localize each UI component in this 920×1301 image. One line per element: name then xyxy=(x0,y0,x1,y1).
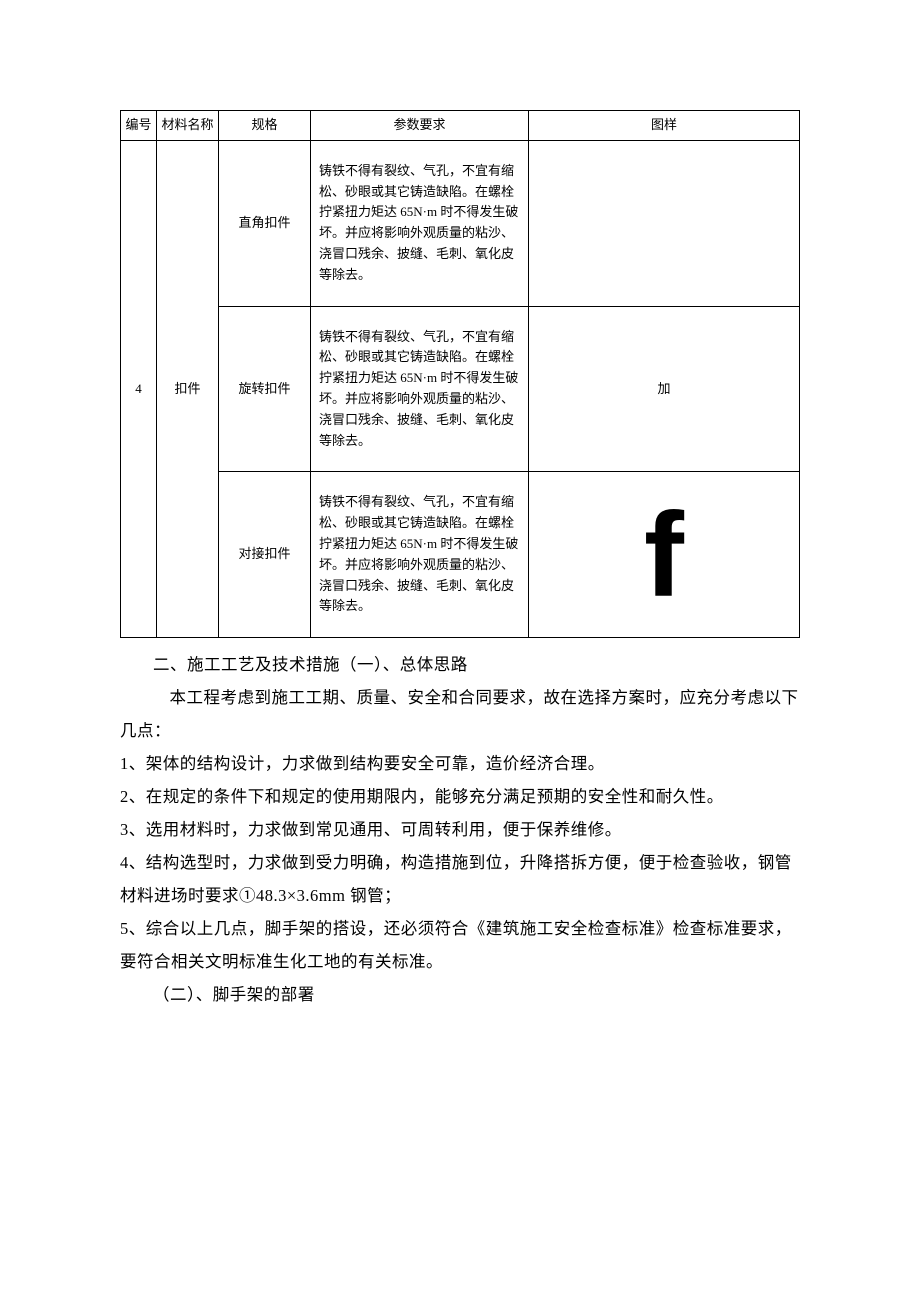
cell-image-2: 加 xyxy=(529,306,800,472)
table-row: 对接扣件 铸铁不得有裂纹、气孔，不宜有缩松、砂眼或其它铸造缺陷。在螺栓拧紧扭力矩… xyxy=(121,472,800,638)
paragraph-item-1: 1、架体的结构设计，力求做到结构要安全可靠，造价经济合理。 xyxy=(120,747,800,780)
body-text: 二、施工工艺及技术措施（一）、总体思路 本工程考虑到施工工期、质量、安全和合同要… xyxy=(120,648,800,1011)
paragraph-item-3: 3、选用材料时，力求做到常见通用、可周转利用，便于保养维修。 xyxy=(120,813,800,846)
header-spec: 规格 xyxy=(219,111,311,141)
document-page: 编号 材料名称 规格 参数要求 图样 4 扣件 直角扣件 铸铁不得有裂纹、气孔，… xyxy=(0,0,920,1071)
cell-image-3: f xyxy=(529,472,800,638)
header-image: 图样 xyxy=(529,111,800,141)
cell-name: 扣件 xyxy=(157,140,219,637)
materials-table: 编号 材料名称 规格 参数要求 图样 4 扣件 直角扣件 铸铁不得有裂纹、气孔，… xyxy=(120,110,800,638)
cell-param-3: 铸铁不得有裂纹、气孔，不宜有缩松、砂眼或其它铸造缺陷。在螺栓拧紧扭力矩达 65N… xyxy=(311,472,529,638)
paragraph-item-5: 5、综合以上几点，脚手架的搭设，还必须符合《建筑施工安全检查标准》检查标准要求，… xyxy=(120,912,800,978)
header-num: 编号 xyxy=(121,111,157,141)
paragraph-item-2: 2、在规定的条件下和规定的使用期限内，能够充分满足预期的安全性和耐久性。 xyxy=(120,780,800,813)
glyph-f: f xyxy=(644,488,684,622)
cell-spec-1: 直角扣件 xyxy=(219,140,311,306)
paragraph-heading-2b: （二）、脚手架的部署 xyxy=(120,978,800,1011)
table-row: 4 扣件 直角扣件 铸铁不得有裂纹、气孔，不宜有缩松、砂眼或其它铸造缺陷。在螺栓… xyxy=(121,140,800,306)
cell-param-2: 铸铁不得有裂纹、气孔，不宜有缩松、砂眼或其它铸造缺陷。在螺栓拧紧扭力矩达 65N… xyxy=(311,306,529,472)
header-param: 参数要求 xyxy=(311,111,529,141)
table-row: 旋转扣件 铸铁不得有裂纹、气孔，不宜有缩松、砂眼或其它铸造缺陷。在螺栓拧紧扭力矩… xyxy=(121,306,800,472)
cell-spec-3: 对接扣件 xyxy=(219,472,311,638)
cell-image-1 xyxy=(529,140,800,306)
cell-spec-2: 旋转扣件 xyxy=(219,306,311,472)
header-name: 材料名称 xyxy=(157,111,219,141)
paragraph-heading-2: 二、施工工艺及技术措施（一）、总体思路 xyxy=(120,648,800,681)
cell-param-1: 铸铁不得有裂纹、气孔，不宜有缩松、砂眼或其它铸造缺陷。在螺栓拧紧扭力矩达 65N… xyxy=(311,140,529,306)
paragraph-intro: 本工程考虑到施工工期、质量、安全和合同要求，故在选择方案时，应充分考虑以下几点： xyxy=(120,681,800,747)
table-header-row: 编号 材料名称 规格 参数要求 图样 xyxy=(121,111,800,141)
cell-num: 4 xyxy=(121,140,157,637)
paragraph-item-4: 4、结构选型时，力求做到受力明确，构造措施到位，升降搭拆方便，便于检查验收，钢管… xyxy=(120,846,800,912)
